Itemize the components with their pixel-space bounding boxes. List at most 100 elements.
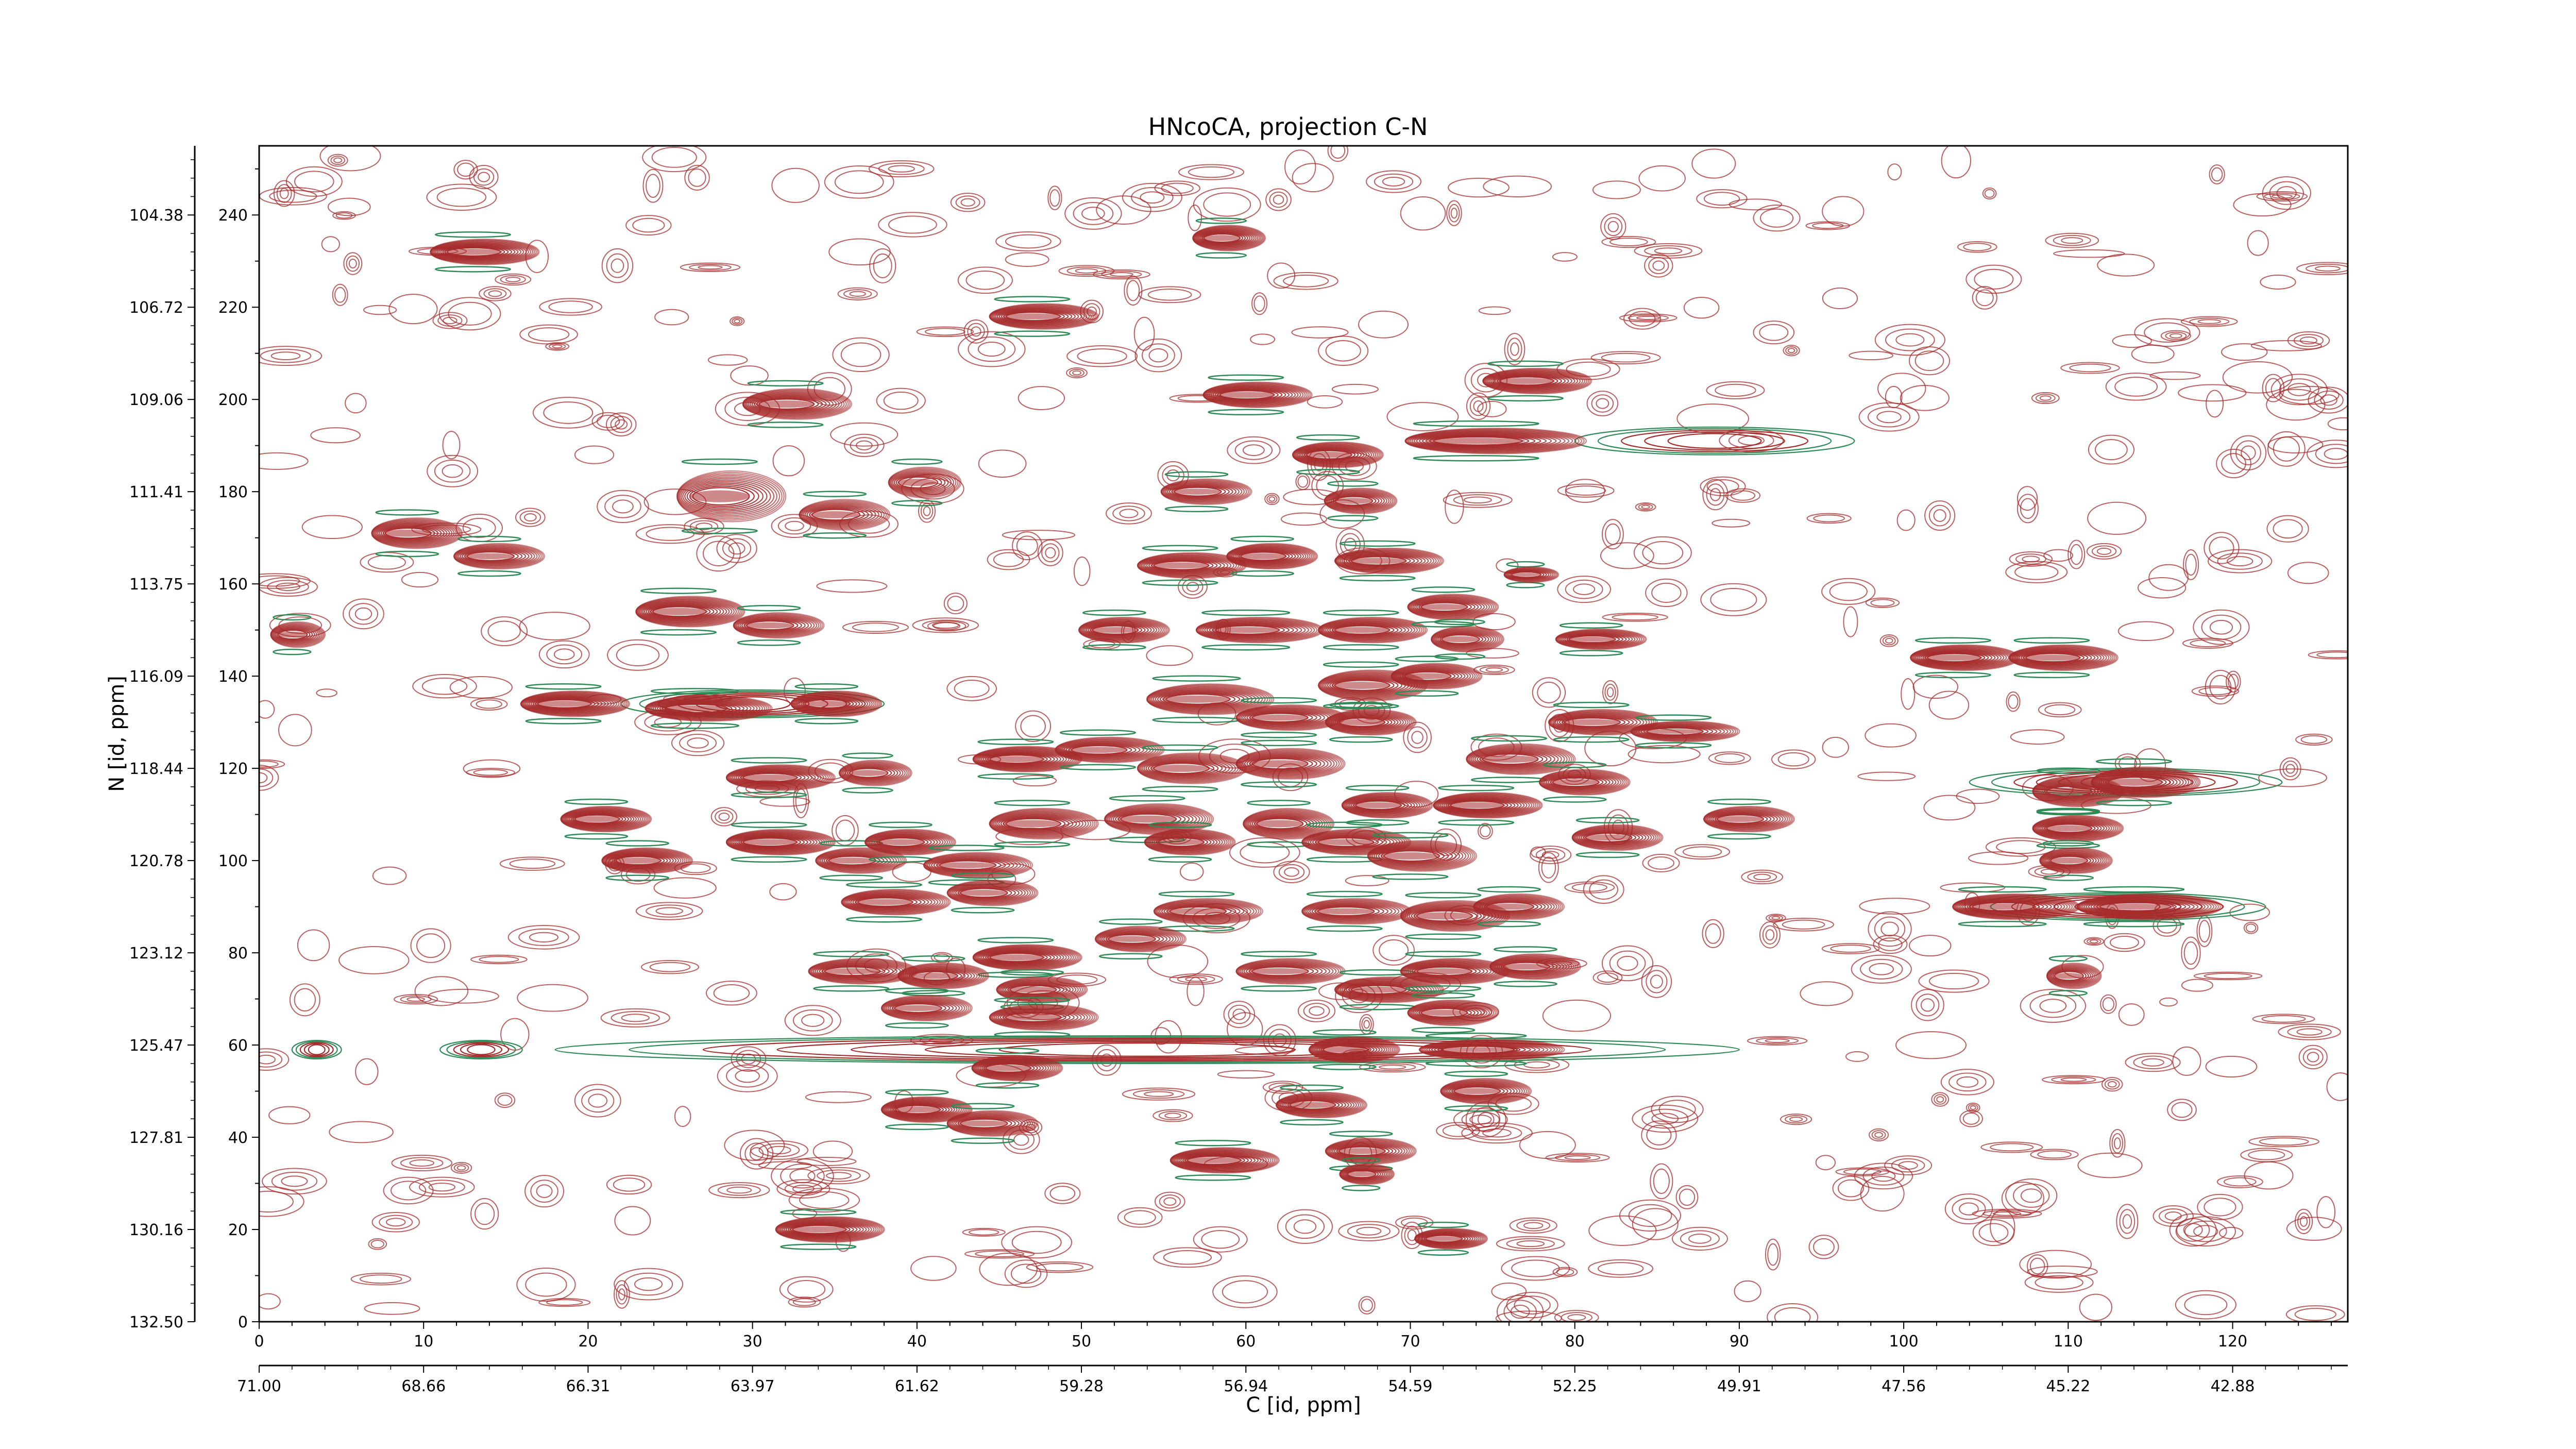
noise-contour — [2314, 265, 2341, 272]
x-axis-label: C [id, ppm] — [1246, 1393, 1361, 1417]
peak-contour — [748, 394, 834, 414]
noise-contour — [1928, 690, 1970, 720]
peak-contour — [1341, 1167, 1387, 1182]
negative-contour — [1477, 886, 1541, 893]
peak-contour — [608, 853, 674, 868]
noise-contour — [2184, 1294, 2228, 1316]
peak-contour — [979, 950, 1061, 965]
y-index-tick-label: 100 — [218, 852, 248, 870]
noise-contour — [278, 714, 312, 747]
noise-contour — [869, 248, 896, 283]
noise-contour — [604, 495, 641, 518]
noise-contour — [1874, 324, 1946, 356]
noise-contour — [840, 342, 882, 367]
peak-contour — [867, 833, 946, 852]
noise-contour — [769, 883, 797, 901]
noise-contour — [259, 1186, 304, 1217]
negative-contour — [1142, 744, 1218, 751]
noise-contour — [1356, 1226, 1382, 1236]
peak-contour — [1146, 559, 1222, 572]
peak-contour — [974, 1059, 1052, 1077]
peak-contour — [2088, 900, 2191, 914]
noise-contour — [1918, 969, 1990, 993]
peak-center — [1002, 1014, 1062, 1021]
noise-contour — [1843, 606, 1858, 637]
noise-contour — [1588, 1259, 1654, 1278]
negative-contour — [375, 550, 439, 558]
noise-contour — [259, 1048, 290, 1071]
peak-center — [1501, 964, 1550, 970]
noise-contour — [546, 644, 583, 665]
x-ppm-tick-label: 45.22 — [2046, 1377, 2090, 1395]
ridge-contour — [446, 1041, 516, 1058]
noise-contour — [364, 1302, 420, 1315]
peak-contour — [1551, 713, 1645, 732]
y-ppm-tick-label: 113.75 — [129, 576, 183, 594]
noise-contour — [722, 538, 752, 559]
noise-contour — [1557, 483, 1615, 498]
noise-contour — [469, 164, 499, 190]
negative-contour — [1241, 951, 1317, 957]
noise-contour — [777, 517, 811, 535]
noise-contour — [830, 422, 899, 447]
noise-contour — [448, 301, 492, 326]
noise-contour — [1519, 1131, 1576, 1159]
negative-contour — [1417, 1221, 1469, 1228]
peak-center — [1249, 760, 1309, 768]
peak-center — [1496, 378, 1555, 384]
peak-contour — [1194, 229, 1257, 247]
peak-contour — [1710, 812, 1775, 826]
noise-contour — [2233, 193, 2292, 217]
x-ppm-tick-label: 66.31 — [566, 1377, 610, 1395]
peak-contour — [1171, 1149, 1274, 1172]
noise-contour — [1096, 195, 1151, 225]
negative-contour — [737, 639, 801, 646]
negative-contour — [1296, 468, 1360, 476]
noise-contour — [1956, 1076, 1979, 1088]
peak-contour — [1409, 964, 1485, 978]
peak-contour — [1145, 832, 1228, 852]
peak-center — [1216, 392, 1276, 398]
noise-contour — [301, 515, 363, 540]
noise-contour — [391, 1154, 452, 1172]
peak-contour — [1436, 796, 1530, 815]
peak-contour — [430, 241, 534, 263]
noise-contour — [1073, 557, 1091, 586]
noise-contour — [2193, 1225, 2218, 1238]
peak-contour — [1248, 965, 1314, 977]
negative-contour — [1082, 644, 1146, 651]
peak-contour — [1175, 1152, 1262, 1169]
peak-contour — [1147, 686, 1266, 712]
noise-contour — [1169, 973, 1223, 985]
peak-contour — [743, 391, 845, 417]
noise-contour — [888, 165, 915, 173]
peak-contour — [1439, 798, 1522, 813]
noise-contour — [262, 1168, 327, 1195]
peak-center — [802, 701, 852, 707]
noise-contour — [1871, 1170, 1896, 1182]
noise-contour — [2101, 1077, 2123, 1092]
noise-contour — [968, 1229, 999, 1236]
noise-contour — [2125, 1053, 2181, 1072]
noise-contour — [1144, 1091, 1174, 1097]
negative-contour — [457, 570, 521, 577]
noise-contour — [1877, 373, 1926, 405]
noise-contour — [1541, 851, 1560, 859]
peak-contour — [893, 474, 946, 491]
noise-contour — [2020, 988, 2087, 1023]
noise-contour — [1762, 925, 1778, 945]
noise-contour — [2149, 371, 2201, 380]
negative-contour — [1444, 1105, 1509, 1112]
negative-contour — [1323, 703, 1399, 710]
noise-contour — [726, 1064, 769, 1088]
peak-contour — [1413, 433, 1557, 449]
negative-contour — [1958, 920, 2047, 928]
peak-contour — [609, 854, 671, 867]
noise-contour — [1759, 921, 1781, 949]
noise-contour — [1284, 149, 1316, 184]
peak-contour — [1109, 809, 1197, 829]
noise-contour — [1607, 221, 1619, 232]
noise-contour — [1651, 1096, 1704, 1123]
peak-contour — [2033, 818, 2116, 839]
peak-center — [649, 608, 708, 615]
